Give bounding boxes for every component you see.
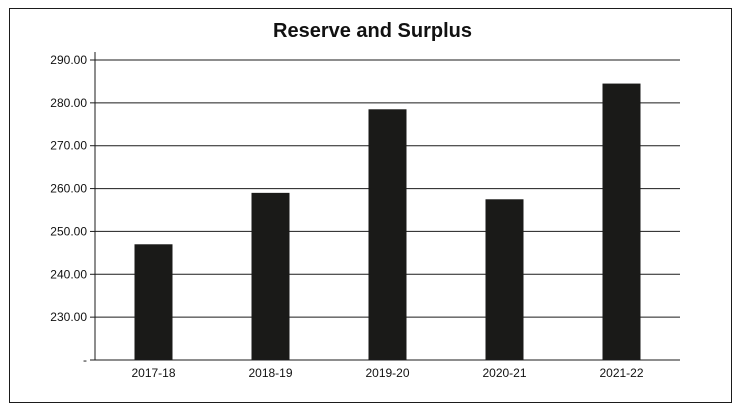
axes: [90, 52, 680, 361]
bars: [134, 83, 641, 361]
x-tick-labels: 2017-18 2018-19 2019-20 2020-21 2021-22: [131, 366, 643, 380]
x-tick-label: 2021-22: [599, 366, 643, 380]
x-tick-label: 2017-18: [131, 366, 175, 380]
y-tick-label: 270.00: [50, 139, 87, 153]
y-tick-label: 250.00: [50, 224, 87, 238]
y-tick-label: 290.00: [50, 53, 87, 67]
bar: [368, 109, 407, 361]
x-tick-label: 2019-20: [365, 366, 409, 380]
y-tick-labels: - 230.00 240.00 250.00 260.00 270.00 280.00 290…: [50, 53, 87, 367]
y-tick-label: -: [83, 353, 87, 367]
x-tick-label: 2018-19: [248, 366, 292, 380]
y-tick-label: 240.00: [50, 267, 87, 281]
bar: [134, 244, 173, 360]
bar: [251, 192, 290, 360]
chart-title: Reserve and Surplus: [273, 20, 472, 42]
y-tick-label: 280.00: [50, 96, 87, 110]
y-tick-label: 230.00: [50, 310, 87, 324]
bar: [602, 83, 641, 361]
chart-frame: [9, 8, 732, 403]
bar: [485, 199, 524, 360]
y-tick-label: 260.00: [50, 182, 87, 196]
x-tick-label: 2020-21: [482, 366, 526, 380]
